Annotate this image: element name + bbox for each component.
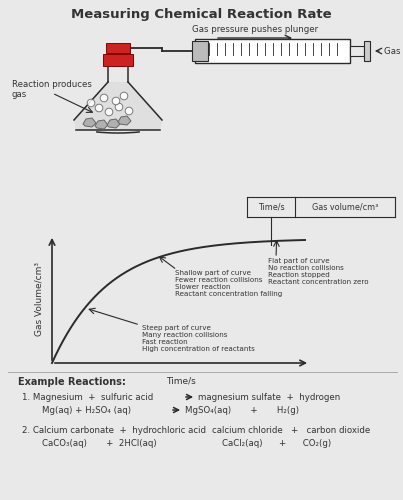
Circle shape [115, 103, 123, 111]
Circle shape [125, 107, 133, 115]
Text: Flat part of curve
No reaction collisions
Reaction stopped
Reactant concentratio: Flat part of curve No reaction collision… [268, 258, 369, 285]
Text: CaCl₂(aq)      +      CO₂(g): CaCl₂(aq) + CO₂(g) [222, 439, 331, 448]
Circle shape [100, 94, 108, 102]
Text: calcium chloride   +   carbon dioxide: calcium chloride + carbon dioxide [212, 426, 370, 435]
Bar [195, 39, 350, 63]
Text: 2. Calcium carbonate  +  hydrochloric acid: 2. Calcium carbonate + hydrochloric acid [22, 426, 206, 435]
Text: Shallow part of curve
Fewer reaction collisions
Slower reaction
Reactant concent: Shallow part of curve Fewer reaction col… [175, 270, 282, 297]
Text: Time/s: Time/s [258, 202, 284, 211]
Text: Gas syringe: Gas syringe [384, 46, 403, 56]
Text: Measuring Chemical Reaction Rate: Measuring Chemical Reaction Rate [71, 8, 331, 21]
Text: Time/s: Time/s [166, 377, 196, 386]
Text: Gas Volume/cm³: Gas Volume/cm³ [35, 262, 44, 336]
Text: Reaction produces
gas: Reaction produces gas [12, 80, 92, 100]
Polygon shape [107, 119, 120, 128]
Text: 1. Magnesium  +  sulfuric acid: 1. Magnesium + sulfuric acid [22, 393, 153, 402]
Polygon shape [74, 82, 162, 130]
Text: Example Reactions:: Example Reactions: [18, 377, 126, 387]
Bar [350, 46, 364, 56]
Bar [103, 54, 133, 66]
Circle shape [105, 108, 113, 116]
Text: Steep part of curve
Many reaction collisions
Fast reaction
High concentration of: Steep part of curve Many reaction collis… [142, 325, 255, 352]
Polygon shape [95, 120, 108, 129]
Text: magnesium sulfate  +  hydrogen: magnesium sulfate + hydrogen [198, 393, 340, 402]
Text: CaCO₃(aq)       +  2HCl(aq): CaCO₃(aq) + 2HCl(aq) [42, 439, 157, 448]
Text: Mg(aq) + H₂SO₄ (aq): Mg(aq) + H₂SO₄ (aq) [42, 406, 131, 415]
Polygon shape [83, 118, 96, 127]
Bar [192, 41, 208, 61]
Polygon shape [118, 116, 131, 125]
Bar [106, 43, 130, 53]
Circle shape [95, 104, 103, 112]
Text: Gas volume/cm³: Gas volume/cm³ [312, 202, 378, 211]
Circle shape [87, 99, 95, 107]
Circle shape [112, 97, 120, 105]
Bar [364, 41, 370, 61]
Circle shape [120, 92, 128, 100]
Text: Gas pressure pushes plunger: Gas pressure pushes plunger [192, 25, 318, 34]
Text: MgSO₄(aq)       +       H₂(g): MgSO₄(aq) + H₂(g) [185, 406, 299, 415]
